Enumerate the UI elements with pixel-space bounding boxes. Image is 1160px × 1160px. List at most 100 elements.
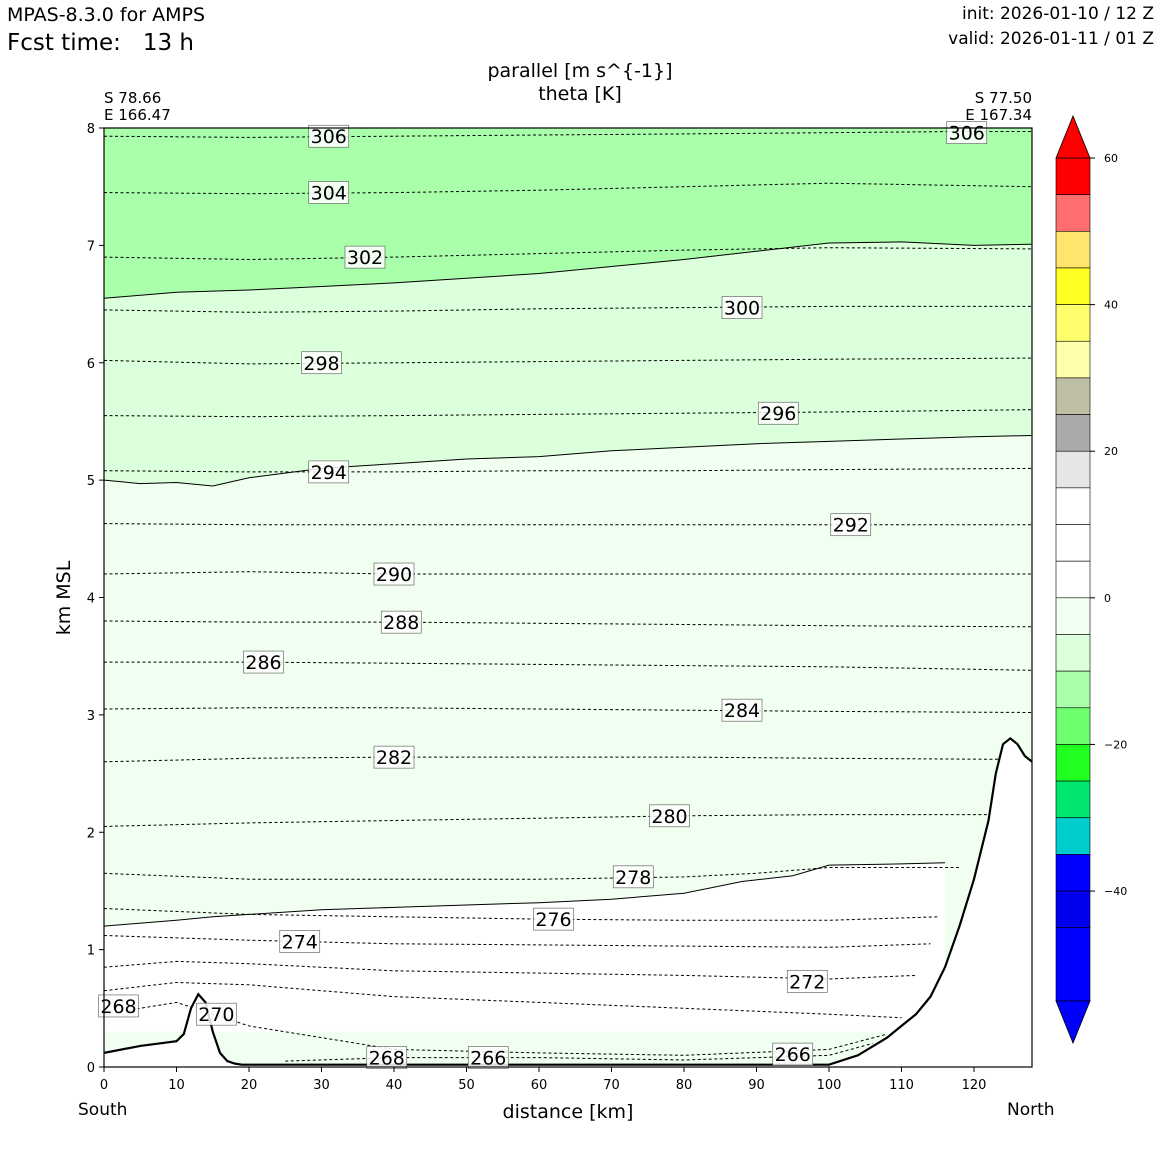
chart-title-wind: parallel [m s^{-1}]	[487, 60, 673, 82]
theta-label-292-box	[830, 513, 872, 537]
x-tick-label-40: 40	[386, 1078, 403, 1093]
theta-label-294: 294	[311, 462, 347, 484]
colorbar-band-20	[1055, 890, 1091, 928]
x-axis-label: distance [km]	[503, 1101, 634, 1123]
theta-label-extra-268-box	[366, 1046, 408, 1069]
theta-label-282: 282	[376, 747, 412, 769]
theta-contour-302	[104, 247, 1032, 261]
theta-label-296: 296	[760, 403, 796, 425]
x-tick-label-60: 60	[531, 1078, 548, 1093]
colorbar-band-8	[1055, 450, 1091, 489]
theta-label-layer: 306 304 302 300 298 296 294 292 290 288 286 284 282 2…	[98, 121, 988, 1070]
theta-label-280: 280	[651, 806, 687, 828]
x-tick-label-100: 100	[817, 1078, 842, 1093]
theta-contour-304	[104, 182, 1032, 195]
x-tick-label-10: 10	[168, 1078, 185, 1093]
colorbar-band-low	[1055, 927, 1091, 1002]
theta-contour-284	[104, 707, 1032, 713]
theta-label-302-box	[344, 245, 386, 269]
x-tick-label-0: 0	[100, 1078, 108, 1093]
colorbar-band-7	[1055, 414, 1091, 452]
theta-label-298-box	[301, 351, 342, 375]
theta-label-276-box	[533, 907, 574, 931]
terrain-line	[104, 736, 1032, 1066]
theta-contour-280	[104, 814, 1032, 827]
theta-contour-274	[104, 935, 931, 948]
wind-contour-line	[104, 241, 1032, 299]
init-time: init: 2026-01-10 / 12 Z	[961, 4, 1154, 24]
theta-label-extra-266-box	[772, 1042, 814, 1066]
theta-contour-298	[104, 357, 1032, 365]
theta-label-266: 266	[470, 1048, 506, 1070]
theta-contour-270	[104, 981, 902, 1019]
theta-label-284-box	[721, 698, 763, 722]
colorbar-band-0	[1055, 157, 1091, 195]
theta-label-270: 270	[198, 1004, 234, 1026]
theta-label-290: 290	[376, 564, 412, 586]
colorbar-band-12	[1055, 597, 1091, 635]
theta-contour-268	[104, 1001, 888, 1056]
colorbar-band-6	[1055, 377, 1091, 415]
colorbar-tick-label-0: 0	[1104, 592, 1111, 605]
theta-label-284: 284	[724, 700, 760, 722]
theta-label-298: 298	[303, 353, 339, 375]
colorbar-tick-label-40: 40	[1104, 299, 1118, 312]
forecast-time-value: 13 h	[142, 30, 194, 56]
wind-contour-line	[104, 435, 1032, 487]
colorbar-band-13	[1055, 634, 1091, 672]
colorbar-band-17	[1055, 780, 1091, 819]
chart-title-theta: theta [K]	[538, 83, 622, 105]
y-axis-label: km MSL	[53, 560, 75, 635]
theta-label-292: 292	[833, 515, 869, 537]
colorbar-band-14	[1055, 670, 1091, 709]
colorbar-band-11	[1055, 560, 1091, 599]
theta-label-268-box	[98, 994, 139, 1018]
colorbar-band-15	[1055, 707, 1091, 745]
left-endpoint-lon: E 166.47	[104, 106, 171, 124]
y-tick-label-0: 0	[87, 1061, 95, 1076]
y-tick-label-6: 6	[87, 357, 95, 372]
theta-label-276: 276	[535, 909, 571, 931]
x-tick-label-110: 110	[889, 1078, 914, 1093]
theta-label-286-box	[243, 650, 284, 674]
right-endpoint-lon: E 167.34	[965, 106, 1032, 124]
y-tick-label-7: 7	[87, 239, 95, 254]
theta-label-294-box	[308, 460, 350, 484]
wind-contour-layer	[104, 241, 1032, 927]
theta-label-272-box	[786, 970, 828, 993]
theta-label-300-box	[721, 296, 763, 319]
direction-north: North	[1007, 1100, 1055, 1120]
wind-fill-region	[104, 862, 945, 1032]
y-tick-label-5: 5	[87, 474, 95, 489]
theta-label-306-box	[308, 124, 350, 148]
wind-contour-line	[104, 862, 946, 927]
theta-label-274-box	[279, 930, 321, 953]
theta-label-282-box	[373, 745, 415, 769]
y-tick-label-8: 8	[87, 122, 95, 137]
direction-south: South	[78, 1100, 128, 1120]
colorbar: 60 40 20 0 −20 −40	[1055, 114, 1127, 1045]
colorbar-band-18	[1055, 817, 1091, 855]
theta-contour-296	[104, 409, 1032, 418]
colorbar-band-19	[1055, 854, 1091, 892]
colorbar-tick-label--40: −40	[1104, 885, 1127, 898]
colorbar-band-4	[1055, 304, 1091, 342]
theta-label-296-box	[757, 401, 799, 425]
y-tick-label-3: 3	[87, 709, 95, 724]
x-tick-label-70: 70	[603, 1078, 620, 1093]
model-title: MPAS-8.3.0 for AMPS	[7, 4, 206, 26]
theta-label-272: 272	[789, 971, 825, 993]
x-tick-label-120: 120	[962, 1078, 987, 1093]
theta-label-extra-268: 268	[369, 1048, 405, 1070]
forecast-time-label: Fcst time:	[7, 30, 121, 56]
theta-contour-292	[104, 523, 1032, 526]
theta-label-286: 286	[245, 652, 281, 674]
colorbar-under-arrow	[1055, 1000, 1091, 1045]
colorbar-tick-label-20: 20	[1104, 445, 1118, 458]
theta-label-extra-266: 266	[775, 1044, 811, 1066]
colorbar-band-9	[1055, 487, 1091, 525]
theta-label-278-box	[612, 865, 654, 889]
theta-label-288-box	[380, 610, 422, 634]
colorbar-tick-label--20: −20	[1104, 738, 1127, 751]
